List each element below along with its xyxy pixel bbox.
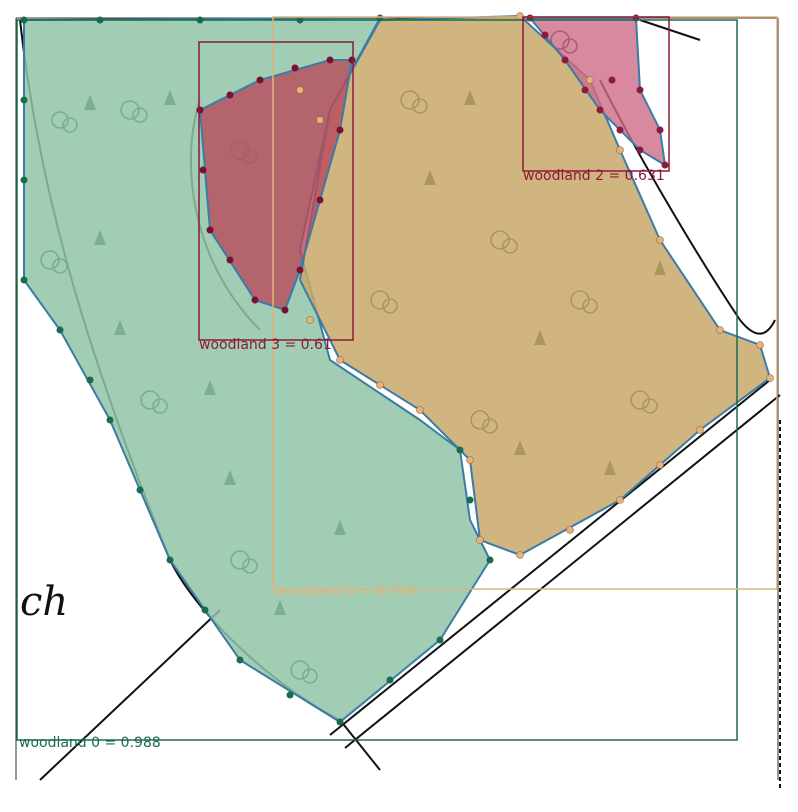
- woodland-0-vertices: [20, 14, 494, 726]
- woodland-2-vertices: [526, 14, 669, 169]
- woodland-2-bbox: [522, 16, 670, 172]
- map-place-text: ch: [20, 579, 68, 625]
- woodland-1-vertices: [296, 12, 774, 559]
- woodland-3-label: woodland 3 = 0.61: [199, 337, 332, 353]
- woodland-2-label: woodland 2 = 0.631: [523, 168, 665, 184]
- woodland-0-bbox: [16, 19, 738, 741]
- woodland-1-label: woodland 1 = 0.710: [275, 584, 417, 600]
- woodland-3-vertices: [196, 56, 356, 314]
- woodland-0-label: woodland 0 = 0.988: [19, 735, 161, 751]
- woodland-3-bbox: [198, 41, 354, 341]
